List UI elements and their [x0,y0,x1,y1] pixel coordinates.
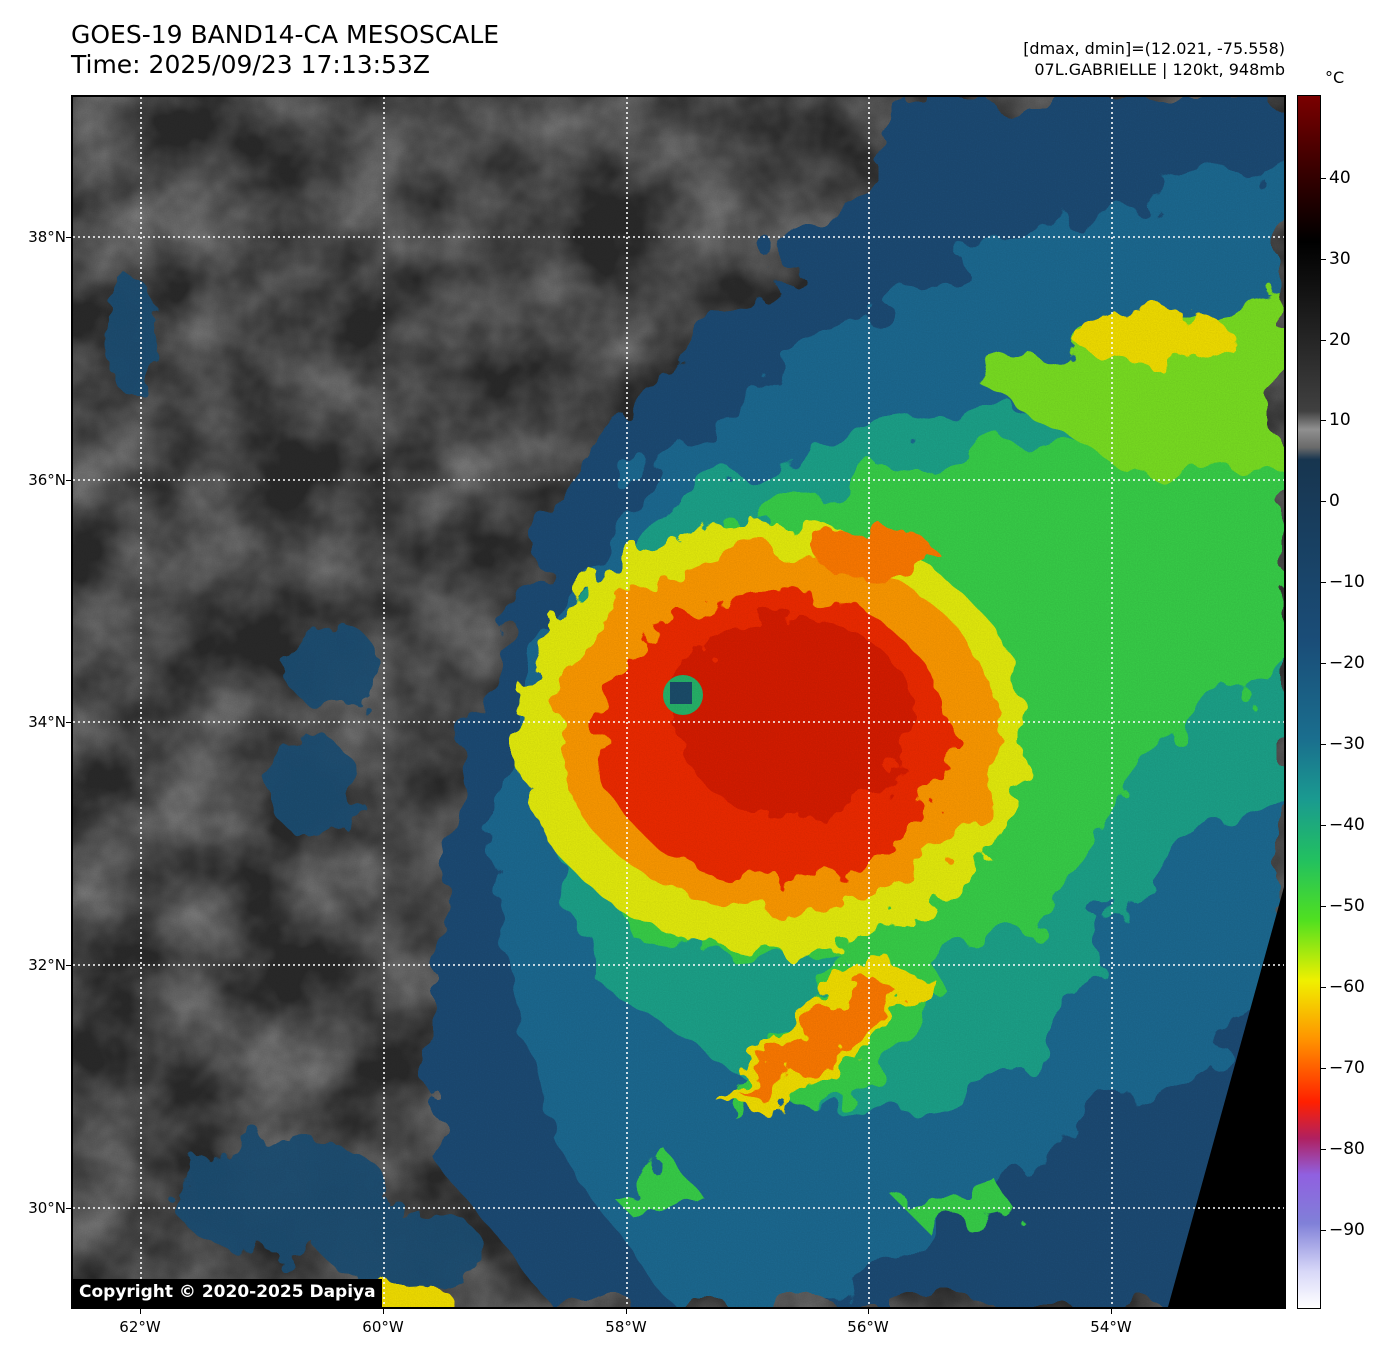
colorbar-tick-label: −70 [1329,1058,1365,1078]
lon-tick [1111,1309,1112,1314]
colorbar-tick [1321,1149,1326,1150]
lat-label-30n: 30°N [28,1199,66,1217]
colorbar-tick-label: −50 [1329,896,1365,916]
colorbar-tick-label: −10 [1329,572,1365,592]
lat-tick [66,965,71,966]
lat-tick [66,722,71,723]
colorbar-tick [1321,1068,1326,1069]
lat-label-38n: 38°N [28,228,66,246]
title-time: Time: 2025/09/23 17:13:53Z [71,50,430,79]
lon-label-54w: 54°W [1090,1318,1132,1336]
figure-title: GOES-19 BAND14-CA MESOSCALE Time: 2025/0… [71,20,499,80]
colorbar-tick [1321,1230,1326,1231]
colorbar-tick-label: −20 [1329,653,1365,673]
colorbar-tick [1321,825,1326,826]
copyright-badge: Copyright © 2020-2025 Dapiya [73,1279,382,1307]
colorbar-tick-label: 0 [1329,491,1340,511]
info-dmax-dmin: [dmax, dmin]=(12.021, -75.558) [1023,39,1285,58]
colorbar-tick [1321,744,1326,745]
lat-label-36n: 36°N [28,471,66,489]
colorbar-tick [1321,663,1326,664]
lon-tick [626,1309,627,1314]
lat-tick [66,1208,71,1209]
lon-tick [868,1309,869,1314]
colorbar-tick [1321,420,1326,421]
colorbar-tick [1321,340,1326,341]
colorbar-tick-label: −90 [1329,1220,1365,1240]
title-product: GOES-19 BAND14-CA MESOSCALE [71,20,500,49]
colorbar-gradient [1298,96,1320,1308]
colorbar-tick-label: 30 [1329,249,1351,269]
colorbar-tick-label: −80 [1329,1139,1365,1159]
lon-label-62w: 62°W [119,1318,161,1336]
colorbar-tick-label: 20 [1329,330,1351,350]
info-storm: 07L.GABRIELLE | 120kt, 948mb [1034,60,1285,79]
colorbar-tick [1321,906,1326,907]
lat-label-32n: 32°N [28,956,66,974]
colorbar-tick-label: −60 [1329,977,1365,997]
lat-label-34n: 34°N [28,713,66,731]
colorbar-tick-label: 10 [1329,410,1351,430]
lon-label-56w: 56°W [847,1318,889,1336]
satellite-map: Copyright © 2020-2025 Dapiya [71,95,1286,1309]
colorbar-tick-label: −40 [1329,815,1365,835]
colorbar-tick [1321,582,1326,583]
lat-tick [66,480,71,481]
colorbar-tick [1321,987,1326,988]
lat-tick [66,237,71,238]
colorbar-unit: °C [1325,68,1345,87]
figure-info: [dmax, dmin]=(12.021, -75.558) 07L.GABRI… [1023,38,1285,80]
lon-label-58w: 58°W [605,1318,647,1336]
lon-label-60w: 60°W [362,1318,404,1336]
colorbar-tick-label: 40 [1329,168,1351,188]
lon-tick [383,1309,384,1314]
colorbar-tick [1321,259,1326,260]
ir-imagery [73,97,1284,1307]
colorbar-tick-label: −30 [1329,734,1365,754]
lon-tick [140,1309,141,1314]
colorbar-tick [1321,178,1326,179]
temperature-colorbar [1297,95,1321,1309]
colorbar-tick [1321,501,1326,502]
